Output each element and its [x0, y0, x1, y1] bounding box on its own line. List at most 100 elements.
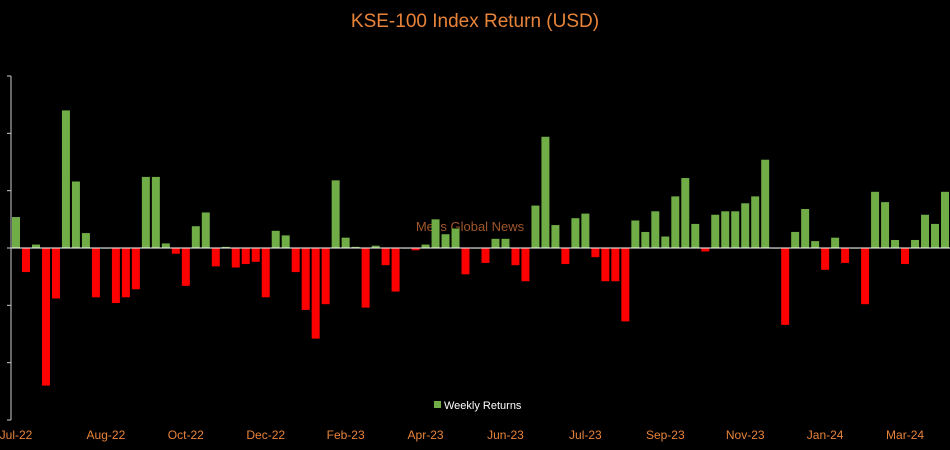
- bar: [491, 238, 500, 248]
- x-tick-label: Feb-23: [327, 428, 365, 442]
- bar: [21, 248, 30, 273]
- bar: [701, 248, 710, 252]
- bar: [811, 241, 820, 248]
- x-tick-label: Sep-23: [646, 428, 685, 442]
- bar: [131, 248, 140, 290]
- x-tick-label-layer: Jul-22 Aug-22 Oct-22 Dec-22 Feb-23 Apr-23 Jun-…: [0, 428, 924, 442]
- bar: [591, 248, 600, 258]
- x-tick-label: Jul-22: [0, 428, 33, 442]
- bar: [211, 248, 220, 267]
- x-tick-label: Jun-23: [487, 428, 524, 442]
- bar: [431, 219, 440, 248]
- bar: [691, 223, 700, 248]
- watermark: Metis Global News: [416, 219, 525, 234]
- bar: [901, 248, 910, 265]
- bar: [111, 248, 120, 304]
- bar: [331, 180, 340, 248]
- bar: [351, 246, 360, 248]
- bar: [301, 248, 310, 310]
- bar: [461, 248, 470, 275]
- bar: [911, 239, 920, 248]
- bar: [371, 245, 380, 248]
- bar: [941, 191, 949, 248]
- bar: [271, 230, 280, 248]
- bar: [551, 225, 560, 248]
- bar: [541, 136, 550, 248]
- bar: [481, 248, 490, 263]
- bar: [71, 181, 80, 248]
- bar: [921, 214, 930, 248]
- x-tick-label: Nov-23: [726, 428, 765, 442]
- x-tick-label: Apr-23: [408, 428, 444, 442]
- bar: [191, 226, 200, 248]
- bar: [731, 211, 740, 248]
- bar: [381, 248, 390, 266]
- bar: [311, 248, 320, 339]
- x-tick-label: Mar-24: [886, 428, 924, 442]
- bar: [861, 248, 870, 305]
- bar: [631, 220, 640, 248]
- bar: [91, 248, 100, 298]
- x-tick-label: Aug-22: [87, 428, 126, 442]
- bar: [511, 248, 520, 266]
- bar: [881, 202, 890, 248]
- bar: [661, 236, 670, 248]
- bar: [751, 196, 760, 248]
- bar: [421, 244, 430, 248]
- bar: [141, 176, 150, 248]
- bar: [341, 237, 350, 248]
- bar: [391, 248, 400, 292]
- bar: [241, 248, 250, 265]
- bar: [761, 159, 770, 248]
- bar: [791, 231, 800, 248]
- bar: [171, 248, 180, 254]
- bar: [451, 228, 460, 248]
- legend: Weekly Returns: [434, 400, 522, 412]
- bar: [501, 238, 510, 248]
- bar: [671, 196, 680, 248]
- bar: [251, 248, 260, 262]
- bar: [261, 248, 270, 298]
- bar: [681, 178, 690, 248]
- bar: [571, 218, 580, 248]
- y-tick-layer: [7, 75, 11, 421]
- chart-title: KSE-100 Index Return (USD): [351, 11, 599, 32]
- bar: [611, 248, 620, 282]
- x-tick-label: Oct-22: [168, 428, 204, 442]
- bar: [231, 248, 240, 268]
- bar: [61, 110, 70, 249]
- bar: [841, 248, 850, 263]
- bar: [441, 234, 450, 248]
- bar: [41, 248, 50, 386]
- bar: [821, 248, 830, 270]
- x-tick-label: Dec-22: [246, 428, 285, 442]
- bar: [741, 203, 750, 248]
- bar: [651, 211, 660, 248]
- legend-label: Weekly Returns: [444, 400, 522, 412]
- bar: [931, 223, 940, 248]
- bar: [151, 176, 160, 248]
- bar: [161, 243, 170, 248]
- bar: [81, 233, 90, 248]
- bar: [871, 191, 880, 248]
- bar: [31, 244, 40, 248]
- x-tick-label: Jan-24: [807, 428, 844, 442]
- bar: [721, 211, 730, 248]
- bar: [361, 248, 370, 308]
- bar: [531, 205, 540, 248]
- bar: [621, 248, 630, 322]
- bar: [321, 248, 330, 305]
- bar: [121, 248, 130, 298]
- legend-swatch: [434, 401, 441, 408]
- bar: [281, 235, 290, 248]
- bar: [711, 214, 720, 248]
- bar-layer: [12, 110, 949, 386]
- bar: [521, 248, 530, 282]
- bar: [891, 239, 900, 248]
- bar: [561, 248, 570, 265]
- bar: [601, 248, 610, 282]
- bar: [201, 212, 210, 248]
- bar: [411, 248, 420, 251]
- bar: [181, 248, 190, 286]
